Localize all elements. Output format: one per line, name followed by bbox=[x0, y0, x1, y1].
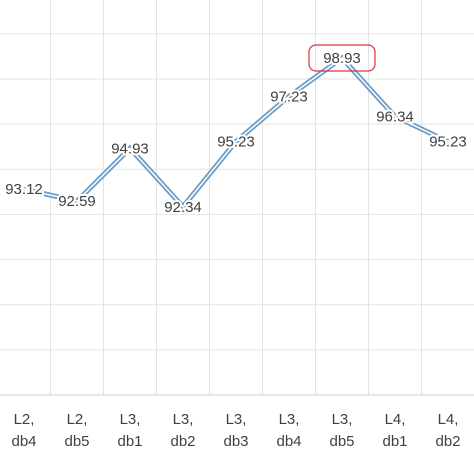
data-label: 95.23 bbox=[217, 134, 255, 151]
x-tick-label-line: db2 bbox=[435, 433, 460, 450]
x-tick-label: L2, db5 bbox=[64, 411, 89, 450]
x-tick-label-line: L2, bbox=[14, 411, 35, 428]
x-tick-label-line: L4, bbox=[385, 411, 406, 428]
x-tick-label: L3, db1 bbox=[117, 411, 142, 450]
x-tick-label-line: db1 bbox=[117, 433, 142, 450]
x-tick-label: L3, db3 bbox=[223, 411, 248, 450]
data-label: 93.12 bbox=[5, 181, 43, 198]
data-label: 94.93 bbox=[111, 140, 149, 157]
x-tick-label: L4, db1 bbox=[382, 411, 407, 450]
x-tick-label-line: L3, bbox=[173, 411, 194, 428]
x-tick-label-line: L3, bbox=[226, 411, 247, 428]
x-tick-label: L4, db2 bbox=[435, 411, 460, 450]
x-tick-label-line: L3, bbox=[332, 411, 353, 428]
line-inner bbox=[23, 57, 449, 208]
x-tick-label: L2, db4 bbox=[11, 411, 36, 450]
x-tick-label-line: L3, bbox=[279, 411, 300, 428]
x-tick-label-line: db4 bbox=[11, 433, 36, 450]
data-label: 92.34 bbox=[164, 199, 202, 216]
x-tick-label-line: L3, bbox=[120, 411, 141, 428]
x-tick-label-line: db5 bbox=[64, 433, 89, 450]
x-tick-label: L3, db4 bbox=[276, 411, 301, 450]
x-tick-label-line: db1 bbox=[382, 433, 407, 450]
highlight-box bbox=[308, 44, 376, 72]
line bbox=[23, 54, 450, 211]
x-tick-label: L3, db5 bbox=[329, 411, 354, 450]
x-tick-label-line: L4, bbox=[438, 411, 459, 428]
data-label: 97.23 bbox=[270, 88, 308, 105]
data-label: 95.23 bbox=[429, 134, 467, 151]
x-tick-label-line: db3 bbox=[223, 433, 248, 450]
x-tick-label-line: L2, bbox=[67, 411, 88, 428]
data-label: 98.93 bbox=[323, 50, 361, 67]
x-tick-label-line: db2 bbox=[170, 433, 195, 450]
data-label: 96.34 bbox=[376, 108, 414, 125]
x-tick-label-line: db4 bbox=[276, 433, 301, 450]
x-tick-label: L3, db2 bbox=[170, 411, 195, 450]
x-tick-label-line: db5 bbox=[329, 433, 354, 450]
data-label: 92.59 bbox=[58, 193, 96, 210]
